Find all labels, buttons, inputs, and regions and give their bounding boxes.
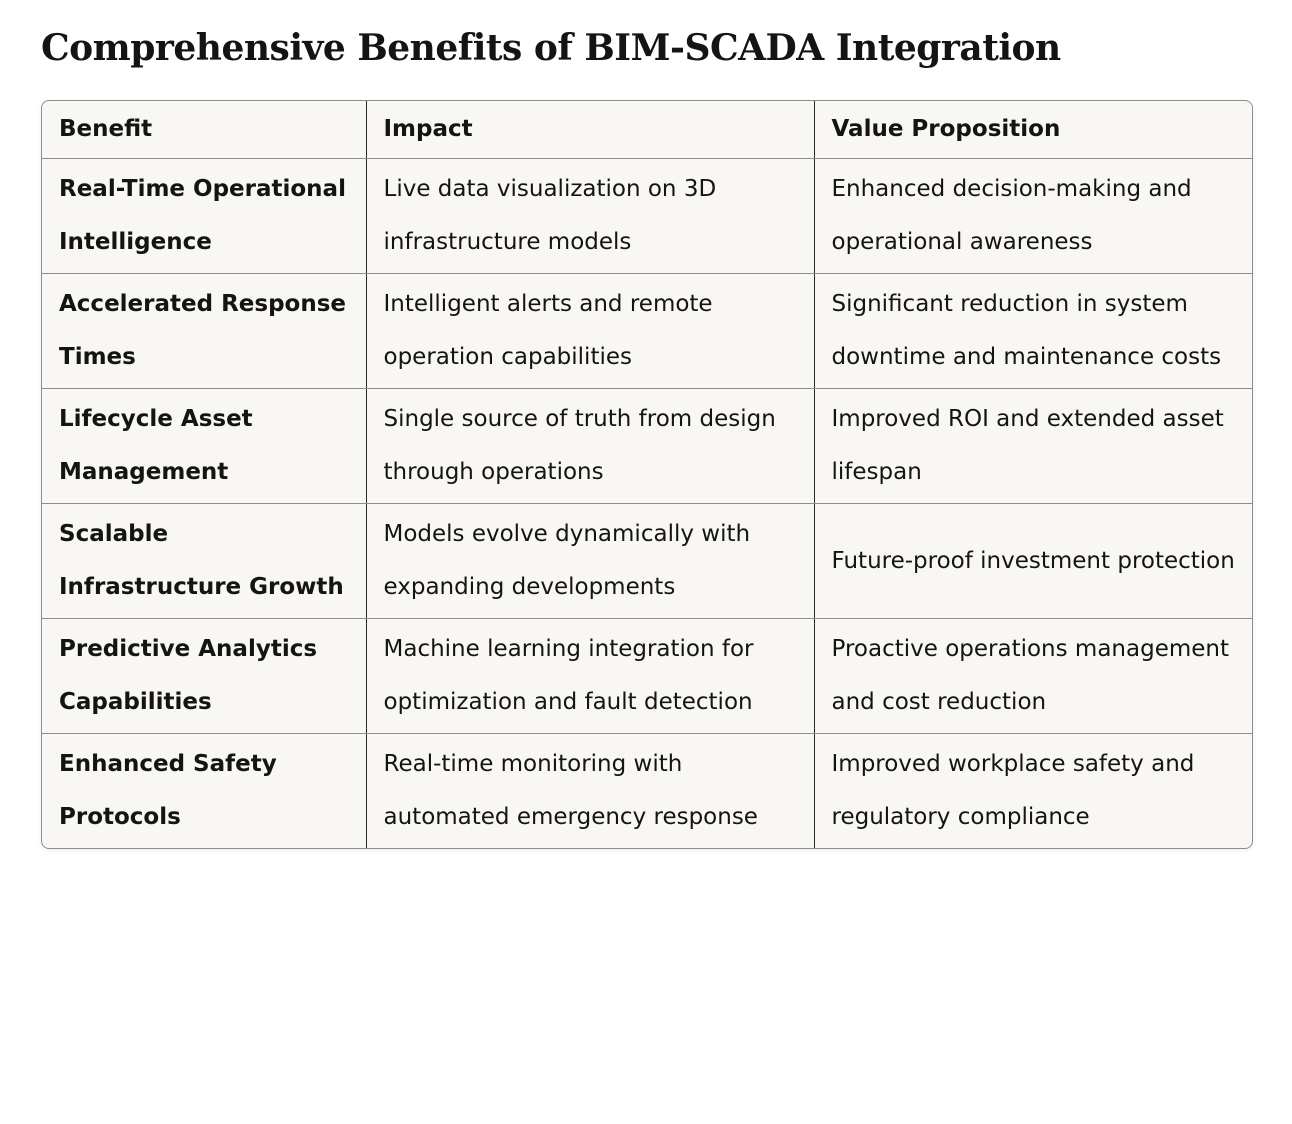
- value-proposition-cell: Improved ROI and extended asset lifespan: [813, 388, 1252, 504]
- value-proposition-cell: Significant reduction in system downtime…: [813, 273, 1252, 389]
- benefit-cell: Scalable Infrastructure Growth: [42, 503, 366, 619]
- table-row: Real-Time Operational Intelligence Live d…: [42, 158, 1252, 274]
- benefit-cell: Accelerated Response Times: [42, 273, 366, 389]
- impact-cell: Intelligent alerts and remote operation …: [365, 273, 814, 389]
- table-row: Accelerated Response Times Intelligent al…: [42, 273, 1252, 389]
- column-header-impact: Impact: [365, 101, 814, 159]
- impact-cell: Single source of truth from design throu…: [365, 388, 814, 504]
- table-row: Lifecycle Asset Management Single source …: [42, 388, 1252, 504]
- value-proposition-cell: Enhanced decision-making and operational…: [813, 158, 1252, 274]
- impact-cell: Real-time monitoring with automated emer…: [365, 733, 814, 848]
- value-proposition-cell: Proactive operations management and cost…: [813, 618, 1252, 734]
- benefit-cell: Enhanced Safety Protocols: [59, 751, 277, 830]
- table-header-row: Benefit Impact Value Proposition: [42, 101, 1252, 159]
- benefit-cell: Real-Time Operational Intelligence: [42, 158, 366, 274]
- benefit-cell: Lifecycle Asset Management: [42, 388, 366, 504]
- impact-cell: Live data visualization on 3D infrastruc…: [365, 158, 814, 274]
- column-header-benefit: Benefit: [42, 101, 366, 159]
- column-header-value-proposition: Value Proposition: [813, 101, 1252, 159]
- table-row: Enhanced Safety Protocols Real-time monit…: [42, 733, 1252, 848]
- impact-cell: Machine learning integration for optimiz…: [365, 618, 814, 734]
- table-row: Predictive Analytics Capabilities Machine…: [42, 618, 1252, 734]
- value-proposition-cell: Improved workplace safety and regulatory…: [813, 733, 1252, 848]
- benefit-cell: Predictive Analytics Capabilities: [42, 618, 366, 734]
- impact-cell: Models evolve dynamically with expanding…: [365, 503, 814, 619]
- benefits-table-container: Benefit Impact Value Proposition Real-Ti…: [41, 100, 1253, 849]
- page-title: Comprehensive Benefits of BIM-SCADA Inte…: [41, 27, 1061, 69]
- benefits-table: Benefit Impact Value Proposition Real-Ti…: [42, 101, 1252, 848]
- table-row: Scalable Infrastructure Growth Models evo…: [42, 503, 1252, 619]
- value-proposition-cell: Future-proof investment protection: [813, 503, 1252, 619]
